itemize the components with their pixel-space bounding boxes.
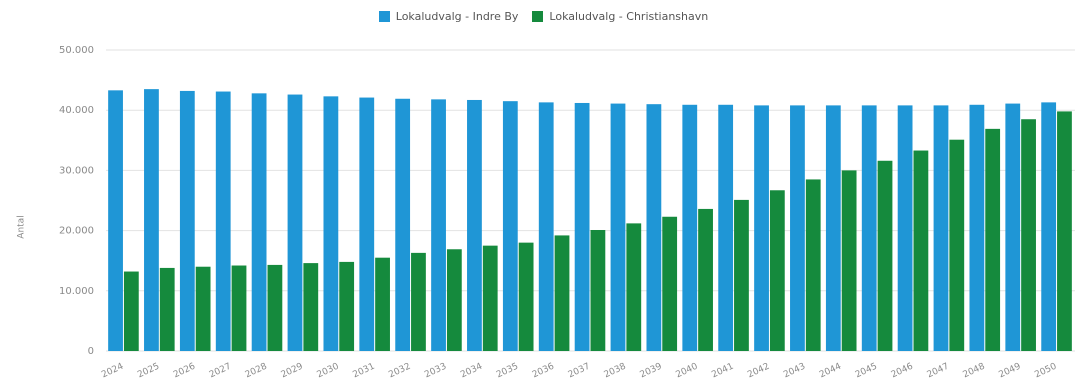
x-tick-label: 2048 xyxy=(962,362,987,381)
x-tick-label: 2045 xyxy=(854,362,879,381)
x-tick-label: 2028 xyxy=(244,362,269,381)
bar-christianshavn xyxy=(949,139,965,351)
bar-christianshavn xyxy=(590,229,606,351)
y-tick-label: 0 xyxy=(88,346,94,357)
bar-christianshavn xyxy=(554,235,570,351)
legend-item-indre-by[interactable]: Lokaludvalg - Indre By xyxy=(378,10,519,23)
bar-indre-by xyxy=(933,105,949,351)
bar-indre-by xyxy=(179,90,195,351)
x-tick-label: 2033 xyxy=(423,362,448,381)
y-tick-label: 50.000 xyxy=(59,45,94,56)
y-tick-label: 40.000 xyxy=(59,105,94,116)
bar-christianshavn xyxy=(482,245,498,351)
bar-christianshavn xyxy=(841,170,857,351)
x-tick-label: 2037 xyxy=(567,362,592,381)
bar-indre-by xyxy=(359,97,375,351)
y-tick-label: 10.000 xyxy=(59,286,94,297)
bar-christianshavn xyxy=(375,257,390,351)
bar-indre-by xyxy=(718,104,734,351)
bar-christianshavn xyxy=(805,179,821,351)
x-tick-label: 2042 xyxy=(746,362,771,381)
x-tick-label: 2038 xyxy=(603,362,628,381)
bar-indre-by xyxy=(215,91,231,352)
bar-indre-by xyxy=(108,90,123,352)
bar-indre-by xyxy=(646,104,662,352)
y-tick-label: 20.000 xyxy=(59,226,94,237)
bar-christianshavn xyxy=(195,266,211,351)
bar-indre-by xyxy=(144,89,159,351)
bar-indre-by xyxy=(825,105,841,351)
bar-indre-by xyxy=(790,105,805,351)
x-tick-label: 2041 xyxy=(710,362,735,381)
x-tick-label: 2046 xyxy=(890,362,915,381)
x-tick-label: 2039 xyxy=(639,362,664,381)
bar-indre-by xyxy=(395,98,411,352)
legend-label-indre-by: Lokaludvalg - Indre By xyxy=(395,10,519,23)
bar-indre-by xyxy=(682,104,698,351)
bar-christianshavn xyxy=(734,199,749,351)
x-tick-label: 2047 xyxy=(926,362,951,381)
bar-christianshavn xyxy=(411,252,426,351)
bar-christianshavn xyxy=(267,264,283,351)
bar-indre-by xyxy=(467,99,482,351)
bar-indre-by xyxy=(502,101,518,351)
x-tick-label: 2029 xyxy=(280,362,305,381)
x-tick-label: 2024 xyxy=(100,362,125,381)
legend-swatch-indre-by xyxy=(378,11,390,22)
x-tick-label: 2027 xyxy=(208,362,233,381)
bar-christianshavn xyxy=(913,150,929,351)
chart-legend: Lokaludvalg - Indre By Lokaludvalg - Chr… xyxy=(0,10,1087,23)
bar-christianshavn xyxy=(518,242,534,351)
legend-label-christianshavn: Lokaludvalg - Christianshavn xyxy=(549,10,709,23)
bar-indre-by xyxy=(323,96,339,351)
x-tick-label: 2026 xyxy=(172,362,197,381)
bar-indre-by xyxy=(610,103,626,351)
bar-indre-by xyxy=(251,93,267,352)
bar-christianshavn xyxy=(303,263,319,351)
bar-christianshavn xyxy=(446,249,462,351)
bar-indre-by xyxy=(861,105,877,351)
bar-indre-by xyxy=(287,94,303,351)
bar-indre-by xyxy=(574,102,590,351)
bar-indre-by xyxy=(754,105,769,351)
bar-indre-by xyxy=(431,99,446,351)
bar-christianshavn xyxy=(769,190,785,351)
bar-christianshavn xyxy=(123,271,139,351)
bar-christianshavn xyxy=(626,223,642,351)
bar-christianshavn xyxy=(1021,119,1036,351)
x-tick-label: 2030 xyxy=(316,362,341,381)
bar-christianshavn xyxy=(339,261,355,351)
x-tick-label: 2034 xyxy=(459,362,484,381)
bar-christianshavn xyxy=(231,265,247,351)
y-tick-label: 30.000 xyxy=(59,165,94,176)
bar-christianshavn xyxy=(698,208,713,351)
x-tick-label: 2049 xyxy=(997,362,1022,381)
bar-christianshavn xyxy=(662,216,678,351)
x-tick-label: 2040 xyxy=(674,362,699,381)
x-tick-label: 2031 xyxy=(351,362,376,381)
x-tick-label: 2043 xyxy=(782,362,807,381)
bar-indre-by xyxy=(969,104,985,351)
x-tick-label: 2044 xyxy=(818,362,843,381)
x-tick-label: 2025 xyxy=(136,362,161,381)
legend-swatch-christianshavn xyxy=(532,11,544,22)
bar-christianshavn xyxy=(985,128,1001,351)
bar-christianshavn xyxy=(159,267,175,351)
bar-christianshavn xyxy=(877,160,893,351)
bar-indre-by xyxy=(538,102,554,352)
bar-indre-by xyxy=(1041,102,1057,352)
x-tick-label: 2036 xyxy=(531,362,556,381)
x-tick-label: 2032 xyxy=(387,362,412,381)
x-tick-label: 2035 xyxy=(495,362,520,381)
x-tick-label: 2050 xyxy=(1033,362,1058,381)
legend-item-christianshavn[interactable]: Lokaludvalg - Christianshavn xyxy=(532,10,708,23)
bar-indre-by xyxy=(1005,103,1021,351)
bar-christianshavn xyxy=(1057,111,1072,352)
bar-indre-by xyxy=(897,105,913,351)
